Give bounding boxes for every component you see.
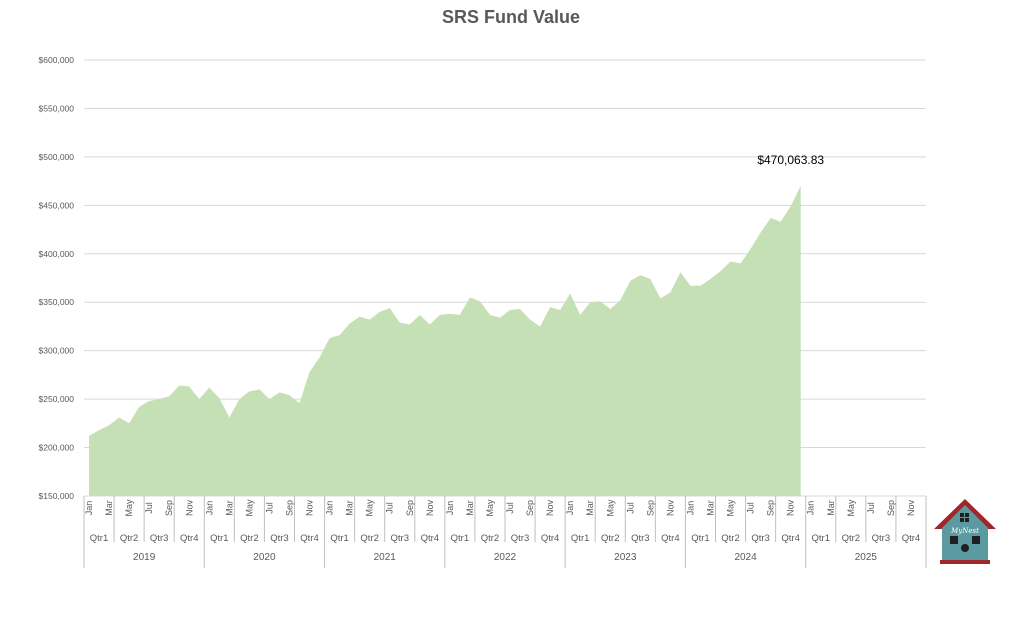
x-quarter-label: Qtr2 [360, 533, 378, 544]
x-month-label: Sep [886, 500, 896, 516]
x-month-label: Sep [766, 500, 776, 516]
x-quarter-label: Qtr2 [601, 533, 619, 544]
y-tick-label: $300,000 [39, 346, 75, 356]
y-tick-label: $450,000 [39, 200, 75, 210]
x-quarter-label: Qtr2 [240, 533, 258, 544]
x-quarter-label: Qtr1 [90, 533, 108, 544]
logo-text: MyNest [950, 527, 979, 535]
x-month-label: Jul [746, 502, 756, 514]
x-month-label: Nov [545, 500, 555, 517]
x-month-label: Nov [305, 500, 315, 517]
x-month-label: Mar [224, 500, 234, 516]
x-quarter-label: Qtr1 [812, 533, 830, 544]
x-year-label: 2023 [614, 552, 637, 563]
x-month-label: Nov [906, 500, 916, 517]
data-area [89, 185, 801, 496]
x-month-label: Jul [144, 502, 154, 514]
x-month-label: Jan [565, 501, 575, 516]
y-tick-label: $600,000 [39, 55, 75, 65]
house-body [942, 505, 988, 561]
y-tick-label: $500,000 [39, 152, 75, 162]
x-quarter-label: Qtr2 [721, 533, 739, 544]
x-month-label: Mar [104, 500, 114, 516]
x-quarter-label: Qtr1 [571, 533, 589, 544]
x-month-label: Jul [385, 502, 395, 514]
x-quarter-label: Qtr3 [631, 533, 649, 544]
x-month-label: May [605, 499, 615, 517]
x-month-label: May [485, 499, 495, 517]
x-month-label: Jul [625, 502, 635, 514]
x-quarter-label: Qtr4 [421, 533, 439, 544]
x-quarter-label: Qtr3 [872, 533, 890, 544]
y-tick-label: $250,000 [39, 394, 75, 404]
x-quarter-label: Qtr4 [541, 533, 559, 544]
x-month-label: Nov [665, 500, 675, 517]
x-quarter-label: Qtr3 [150, 533, 168, 544]
x-month-label: Sep [164, 500, 174, 516]
x-quarter-label: Qtr4 [180, 533, 198, 544]
x-month-label: Mar [585, 500, 595, 516]
x-month-label: Jul [866, 502, 876, 514]
x-quarter-label: Qtr1 [210, 533, 228, 544]
x-quarter-label: Qtr4 [661, 533, 679, 544]
x-quarter-label: Qtr3 [751, 533, 769, 544]
x-month-label: Sep [284, 500, 294, 516]
x-month-label: Jan [84, 501, 94, 516]
x-quarter-label: Qtr3 [270, 533, 288, 544]
x-month-label: Mar [826, 500, 836, 516]
y-tick-label: $200,000 [39, 443, 75, 453]
x-quarter-label: Qtr2 [120, 533, 138, 544]
x-year-label: 2020 [253, 552, 276, 563]
x-month-label: Jan [204, 501, 214, 516]
x-quarter-label: Qtr1 [691, 533, 709, 544]
x-month-label: Mar [465, 500, 475, 516]
x-month-label: Jan [685, 501, 695, 516]
x-month-label: Sep [645, 500, 655, 516]
x-month-label: May [846, 499, 856, 517]
x-month-label: May [365, 499, 375, 517]
x-quarter-label: Qtr4 [300, 533, 318, 544]
x-month-label: Nov [425, 500, 435, 517]
x-month-label: Jul [264, 502, 274, 514]
x-year-label: 2021 [374, 552, 397, 563]
x-month-label: May [124, 499, 134, 517]
x-month-label: Sep [405, 500, 415, 516]
y-axis-ticks: $150,000 $200,000 $250,000 $300,000 $350,000… [39, 55, 75, 501]
x-month-label: Jan [325, 501, 335, 516]
x-quarter-label: Qtr2 [481, 533, 499, 544]
x-month-label: Sep [525, 500, 535, 516]
x-month-label: May [244, 499, 254, 517]
y-tick-label: $150,000 [39, 491, 75, 501]
x-year-label: 2022 [494, 552, 517, 563]
x-year-label: 2019 [133, 552, 156, 563]
y-tick-label: $350,000 [39, 297, 75, 307]
x-month-label: May [726, 499, 736, 517]
y-tick-label: $550,000 [39, 103, 75, 113]
x-month-label: Jan [445, 501, 455, 516]
x-quarter-label: Qtr1 [330, 533, 348, 544]
x-month-label: Nov [184, 500, 194, 517]
x-quarter-label: Qtr1 [451, 533, 469, 544]
x-year-label: 2024 [734, 552, 757, 563]
x-quarter-label: Qtr4 [902, 533, 920, 544]
data-labels: $470,063.83 [757, 153, 824, 167]
x-quarter-label: Qtr2 [842, 533, 860, 544]
chart-title: SRS Fund Value [442, 7, 580, 27]
x-quarter-label: Qtr3 [391, 533, 409, 544]
x-month-label: Jan [806, 501, 816, 516]
fund-value-area [89, 185, 801, 496]
x-month-label: Mar [705, 500, 715, 516]
mynest-birdhouse-logo: MyNest [934, 499, 996, 564]
x-month-label: Jul [505, 502, 515, 514]
x-axis: 2019 Qtr1 Qtr2 Qtr3 Qtr4 Jan Mar May Jul Sep Nov 20… [83, 496, 927, 568]
x-month-label: Nov [786, 500, 796, 517]
x-quarter-label: Qtr3 [511, 533, 529, 544]
y-tick-label: $400,000 [39, 249, 75, 259]
x-year-label: 2025 [855, 552, 878, 563]
x-quarter-label: Qtr4 [781, 533, 799, 544]
data-label: $470,063.83 [757, 153, 824, 167]
x-month-label: Mar [345, 500, 355, 516]
